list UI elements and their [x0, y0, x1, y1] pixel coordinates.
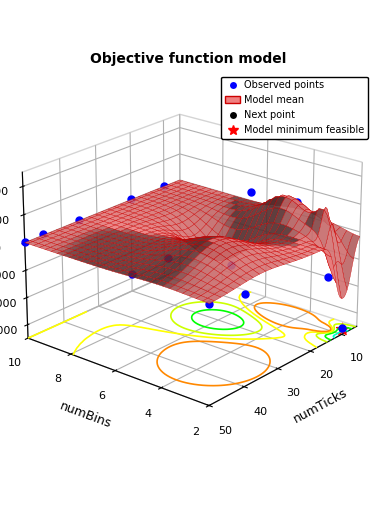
X-axis label: numTicks: numTicks [291, 387, 350, 426]
Y-axis label: numBins: numBins [58, 400, 113, 431]
Legend: Observed points, Model mean, Next point, Model minimum feasible: Observed points, Model mean, Next point,… [221, 76, 368, 139]
Title: Objective function model: Objective function model [90, 52, 287, 67]
